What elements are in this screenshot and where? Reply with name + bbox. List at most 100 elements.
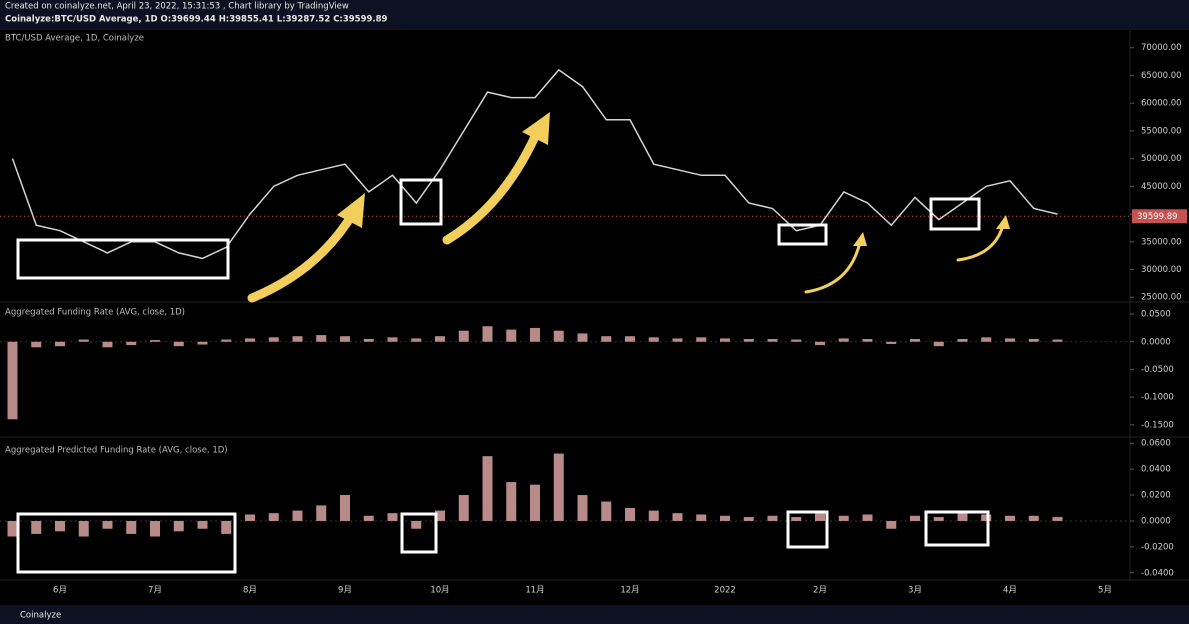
bar — [435, 336, 445, 342]
x-tick-label: 10月 — [430, 586, 449, 596]
bar — [577, 333, 588, 342]
bar — [126, 341, 137, 346]
y-tick-label: -0.1500 — [1141, 420, 1174, 430]
arrow — [247, 205, 360, 303]
bar — [672, 513, 683, 521]
bar — [957, 513, 968, 521]
last-price-label: 39599.89 — [1137, 212, 1178, 222]
bar — [553, 330, 564, 342]
arrowhead — [853, 232, 867, 246]
highlight-box — [924, 510, 990, 547]
bar — [791, 339, 802, 342]
arrow — [956, 223, 1005, 262]
bar — [886, 341, 897, 344]
bar — [767, 338, 778, 342]
highlight-box — [400, 512, 438, 554]
bar — [197, 341, 208, 345]
bar — [838, 515, 849, 521]
symbol-ohlc: Coinalyze:BTC/USD Average, 1D O:39699.44… — [5, 15, 388, 25]
y-tick-label: 0.0400 — [1141, 465, 1171, 475]
y-tick-label: 0.0500 — [1141, 310, 1171, 320]
bar — [78, 520, 89, 537]
bar — [743, 517, 754, 521]
bar — [55, 341, 65, 347]
bar — [292, 510, 303, 521]
y-tick-label: 0.0000 — [1141, 337, 1171, 347]
bar — [530, 484, 540, 521]
bar — [7, 520, 18, 537]
bar — [173, 341, 184, 347]
bar — [862, 338, 873, 342]
bar — [1028, 515, 1039, 521]
bar — [625, 336, 635, 342]
bar — [625, 508, 635, 521]
x-tick-label: 9月 — [338, 586, 352, 596]
bar — [648, 510, 659, 521]
y-tick-label: 30000.00 — [1141, 265, 1182, 275]
pane-title: Aggregated Predicted Funding Rate (AVG, … — [5, 446, 228, 456]
arrowhead — [996, 215, 1010, 229]
bar — [1052, 517, 1063, 521]
bar — [435, 510, 445, 521]
x-tick-label: 11月 — [525, 586, 544, 596]
y-tick-label: -0.0200 — [1141, 542, 1174, 552]
bar — [672, 338, 683, 342]
chart-area — [0, 30, 1189, 624]
bar — [150, 520, 160, 537]
marks: 25000.0030000.0035000.0040000.0045000.00… — [0, 43, 1187, 596]
bar — [767, 515, 778, 521]
bar — [126, 520, 137, 534]
bar — [102, 520, 113, 529]
x-tick-label: 6月 — [53, 586, 67, 596]
y-tick-label: -0.0500 — [1141, 365, 1174, 375]
bar — [601, 336, 612, 342]
bar — [530, 327, 540, 342]
bar — [78, 339, 89, 342]
bar — [150, 340, 160, 342]
bar — [55, 520, 65, 532]
bar — [862, 514, 873, 521]
bar — [458, 495, 469, 521]
y-tick-label: 65000.00 — [1141, 71, 1182, 81]
bar — [482, 456, 493, 521]
bar — [363, 338, 374, 342]
x-tick-label: 2022 — [714, 586, 736, 596]
highlight-box — [777, 223, 828, 246]
bar — [1005, 515, 1015, 521]
y-tick-label: 55000.00 — [1141, 126, 1182, 136]
bar — [7, 341, 18, 420]
bar — [1005, 338, 1015, 342]
y-tick-label: 0.0600 — [1141, 439, 1171, 449]
bar — [340, 336, 350, 342]
bar — [933, 341, 944, 347]
bar — [838, 338, 849, 342]
bar — [245, 514, 255, 521]
highlight-box — [399, 178, 443, 226]
bar — [886, 520, 897, 529]
bar — [743, 338, 754, 342]
bar — [411, 338, 422, 342]
bar — [696, 514, 707, 521]
pane-title: Aggregated Funding Rate (AVG, close, 1D) — [5, 308, 185, 318]
bar — [553, 453, 564, 521]
x-tick-label: 2月 — [813, 586, 827, 596]
y-tick-label: 60000.00 — [1141, 99, 1182, 109]
bar — [458, 330, 469, 342]
footer-bar — [0, 605, 1189, 624]
x-tick-label: 3月 — [908, 586, 922, 596]
bar — [340, 495, 350, 521]
y-tick-label: 70000.00 — [1141, 43, 1182, 53]
bar — [31, 341, 42, 348]
header-bar — [0, 0, 1189, 30]
arrowhead — [522, 112, 550, 145]
bar — [292, 336, 303, 342]
bar — [506, 329, 517, 342]
bar — [957, 338, 968, 342]
bar — [1052, 339, 1063, 342]
x-tick-label: 8月 — [243, 586, 257, 596]
y-tick-label: 45000.00 — [1141, 182, 1182, 192]
bar — [933, 517, 944, 521]
bar — [387, 337, 398, 342]
bar — [363, 515, 374, 521]
